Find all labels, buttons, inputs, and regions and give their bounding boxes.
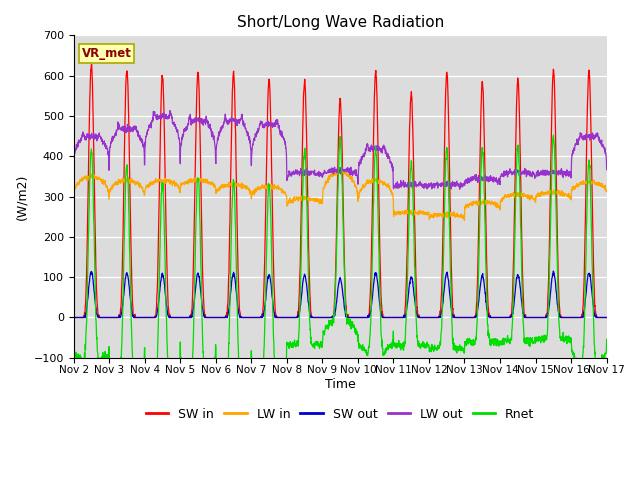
LW out <box>70 161 77 167</box>
Rnet <box>356 341 364 347</box>
LW out <box>495 180 503 185</box>
LW in <box>339 167 347 172</box>
SW out <box>355 314 363 320</box>
Line: SW out: SW out <box>74 271 607 317</box>
Y-axis label: (W/m2): (W/m2) <box>15 173 28 220</box>
Legend: SW in, LW in, SW out, LW out, Rnet: SW in, LW in, SW out, LW out, Rnet <box>141 403 540 426</box>
LW in <box>461 217 468 223</box>
SW in <box>367 265 375 271</box>
SW in <box>88 61 95 67</box>
SW out <box>603 314 611 320</box>
LW out <box>356 163 364 168</box>
Rnet <box>218 372 226 378</box>
SW out <box>218 314 226 320</box>
X-axis label: Time: Time <box>324 378 355 391</box>
SW out <box>550 268 557 274</box>
LW in <box>571 184 579 190</box>
SW in <box>70 314 77 320</box>
LW out <box>556 168 564 174</box>
Rnet <box>603 336 611 342</box>
SW out <box>495 314 502 320</box>
SW in <box>495 314 503 320</box>
LW in <box>70 197 77 203</box>
SW out <box>571 314 579 320</box>
Rnet <box>495 339 503 345</box>
Rnet <box>550 132 557 138</box>
LW out <box>166 108 174 113</box>
SW in <box>356 314 364 320</box>
SW in <box>571 314 579 320</box>
LW out <box>219 124 227 130</box>
SW out <box>556 313 564 319</box>
Line: LW in: LW in <box>74 169 607 220</box>
Rnet <box>70 350 77 356</box>
SW in <box>219 314 227 320</box>
Text: VR_met: VR_met <box>82 47 132 60</box>
SW out <box>70 314 77 320</box>
Rnet <box>571 354 579 360</box>
LW out <box>456 186 463 192</box>
LW in <box>356 189 364 194</box>
LW out <box>367 144 375 150</box>
LW out <box>603 167 611 172</box>
Rnet <box>238 389 246 395</box>
LW in <box>495 203 503 209</box>
Rnet <box>367 308 375 314</box>
LW in <box>218 183 226 189</box>
SW in <box>603 314 611 320</box>
LW out <box>571 145 579 151</box>
Title: Short/Long Wave Radiation: Short/Long Wave Radiation <box>237 15 444 30</box>
LW in <box>556 190 564 195</box>
SW out <box>367 309 374 314</box>
LW in <box>367 179 375 184</box>
Rnet <box>556 334 564 340</box>
Line: SW in: SW in <box>74 64 607 317</box>
SW in <box>556 306 564 312</box>
LW in <box>603 189 611 194</box>
Line: LW out: LW out <box>74 110 607 189</box>
Line: Rnet: Rnet <box>74 135 607 392</box>
